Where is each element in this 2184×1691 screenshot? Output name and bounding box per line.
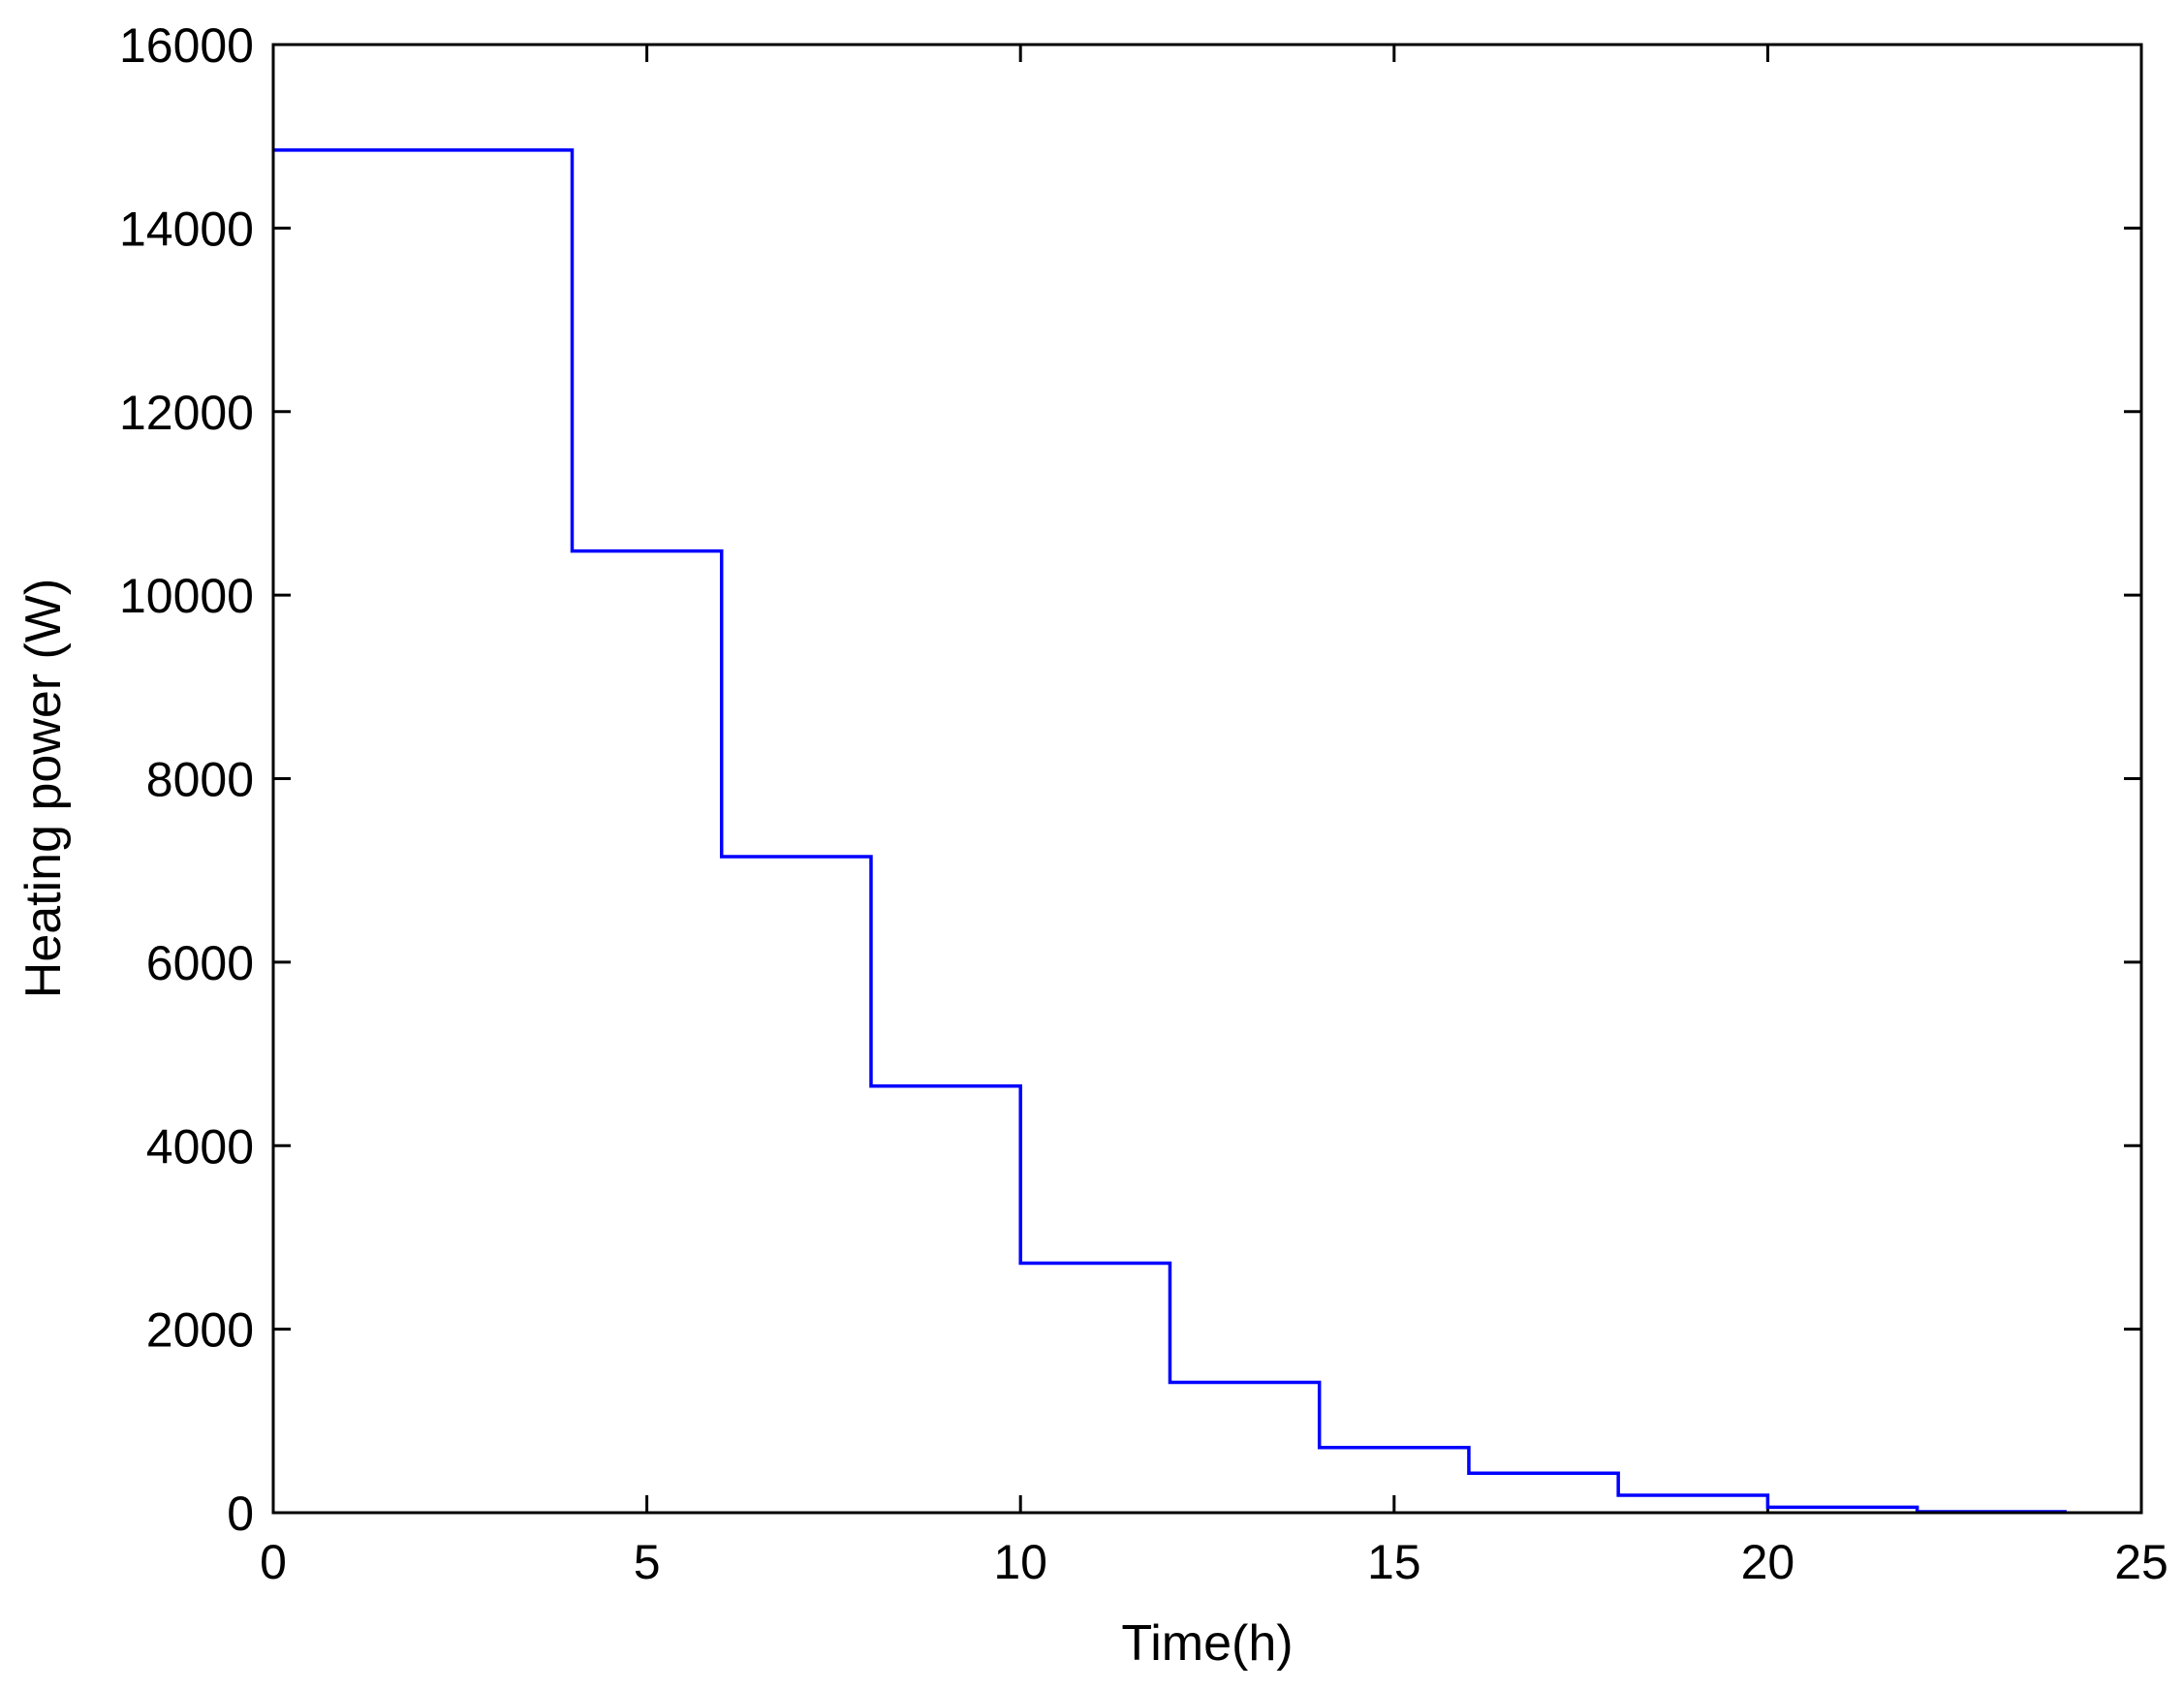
y-tick-label: 16000 (119, 18, 254, 73)
series-line (273, 148, 2067, 1514)
y-tick-label: 8000 (146, 753, 254, 807)
x-tick-label: 5 (634, 1535, 661, 1589)
y-axis-label: Heating power (W) (16, 579, 72, 998)
y-tick-label: 12000 (119, 386, 254, 440)
x-axis-label: Time(h) (1121, 1615, 1293, 1672)
plot-frame (271, 43, 2143, 1515)
y-tick-label: 14000 (119, 202, 254, 256)
y-tick-label: 10000 (119, 569, 254, 623)
x-tick-label: 10 (993, 1535, 1047, 1589)
y-tick-label: 6000 (146, 936, 254, 990)
x-tick-label: 25 (2114, 1535, 2168, 1589)
y-tick-label: 4000 (146, 1119, 254, 1174)
y-tick-label: 0 (227, 1487, 254, 1541)
x-tick-label: 0 (260, 1535, 287, 1589)
y-tick-label: 2000 (146, 1303, 254, 1358)
x-tick-label: 15 (1367, 1535, 1421, 1589)
tick-labels-layer: 0 5 10 15 20 25 0 2000 4000 6000 8000 10000 12000 140… (119, 18, 2168, 1589)
x-tick-label: 20 (1741, 1535, 1795, 1589)
